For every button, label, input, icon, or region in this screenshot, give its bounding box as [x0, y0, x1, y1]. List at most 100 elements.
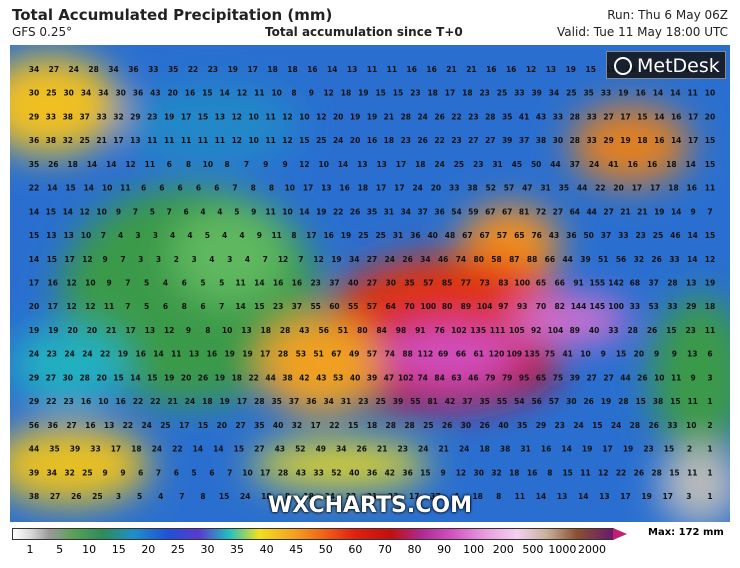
grid-value: 10	[248, 136, 258, 145]
grid-value: 50	[583, 231, 593, 240]
grid-value: 6	[182, 279, 187, 288]
grid-value: 15	[299, 136, 309, 145]
grid-value: 20	[96, 373, 106, 382]
grid-value: 27	[49, 65, 59, 74]
grid-value: 22	[172, 445, 182, 454]
grid-value: 91	[415, 326, 425, 335]
grid-value: 38	[46, 136, 56, 145]
grid-value: 13	[376, 160, 386, 169]
grid-value: 22	[434, 136, 444, 145]
grid-value: 9	[654, 350, 659, 359]
grid-value: 12	[125, 160, 135, 169]
grid-value: 17	[179, 421, 189, 430]
grid-value: 8	[200, 492, 205, 501]
grid-value: 18	[462, 89, 472, 98]
grid-value: 15	[348, 421, 358, 430]
grid-value: 32	[113, 112, 123, 121]
grid-value: 52	[331, 468, 341, 477]
grid-value: 39	[570, 373, 580, 382]
grid-value: 7	[156, 468, 161, 477]
grid-value: 22	[46, 397, 56, 406]
grid-value: 1	[707, 445, 712, 454]
grid-value: 27	[603, 373, 613, 382]
grid-value: 7	[125, 302, 130, 311]
grid-value: 19	[331, 255, 341, 264]
grid-value: 22	[100, 350, 110, 359]
grid-value: 9	[672, 350, 677, 359]
grid-value: 18	[415, 160, 425, 169]
grid-value: 12	[66, 302, 76, 311]
grid-value: 25	[79, 136, 89, 145]
grid-value: 31	[520, 445, 530, 454]
grid-value: 23	[479, 89, 489, 98]
grid-value: 15	[254, 302, 264, 311]
grid-value: 26	[357, 445, 367, 454]
grid-value: 104	[548, 326, 564, 335]
grid-value: 36	[434, 207, 444, 216]
grid-value: 39	[531, 89, 541, 98]
grid-value: 42	[385, 468, 395, 477]
grid-value: 28	[570, 112, 580, 121]
grid-value: 37	[601, 231, 611, 240]
grid-value: 32	[491, 468, 501, 477]
grid-value: 19	[620, 136, 630, 145]
grid-value: 53	[296, 350, 306, 359]
grid-value: 9	[441, 468, 446, 477]
grid-value: 7	[101, 231, 106, 240]
colorbar-label: 5	[56, 543, 64, 556]
grid-value: 19	[623, 445, 633, 454]
grid-value: 15	[592, 421, 602, 430]
colorbar-label: 30	[200, 543, 215, 556]
grid-value: 37	[648, 279, 658, 288]
grid-value: 64	[570, 207, 580, 216]
grid-value: 46	[438, 255, 448, 264]
grid-value: 44	[550, 160, 560, 169]
grid-value: 3	[686, 492, 691, 501]
grid-value: 30	[566, 397, 576, 406]
grid-value: 12	[313, 255, 323, 264]
grid-value: 38	[536, 136, 546, 145]
grid-value: 19	[228, 65, 238, 74]
grid-value: 16	[628, 160, 638, 169]
grid-value: 35	[479, 397, 489, 406]
grid-value: 35	[517, 421, 527, 430]
grid-value: 31	[367, 492, 377, 501]
grid-value: 13	[599, 492, 609, 501]
grid-value: 55	[348, 302, 358, 311]
grid-value: 14	[327, 65, 337, 74]
grid-value: 16	[115, 397, 125, 406]
grid-value: 28	[254, 397, 264, 406]
grid-value: 55	[410, 397, 420, 406]
grid-value: 14	[536, 492, 546, 501]
grid-value: 18	[303, 492, 313, 501]
grid-value: 100	[514, 279, 530, 288]
grid-value: 33	[586, 112, 596, 121]
grid-value: 4	[209, 255, 214, 264]
grid-value: 2	[707, 421, 712, 430]
grid-value: 9	[601, 350, 606, 359]
grid-value: 20	[29, 302, 39, 311]
grid-value: 22	[616, 468, 626, 477]
grid-value: 19	[566, 65, 576, 74]
grid-value: 15	[65, 184, 75, 193]
grid-value: 17	[29, 279, 39, 288]
grid-value: 15	[616, 350, 626, 359]
logo: MetDesk	[606, 51, 726, 79]
grid-value: 89	[570, 326, 580, 335]
grid-value: 23	[473, 160, 483, 169]
grid-value: 13	[215, 112, 225, 121]
grid-value: 23	[643, 445, 653, 454]
grid-value: 102	[398, 373, 414, 382]
grid-value: 12	[237, 89, 247, 98]
grid-value: 46	[670, 231, 680, 240]
grid-value: 53	[648, 302, 658, 311]
grid-value: 64	[386, 302, 396, 311]
grid-value: 16	[506, 65, 516, 74]
grid-value: 22	[133, 397, 143, 406]
grid-value: 91	[573, 279, 583, 288]
grid-value: 11	[687, 397, 697, 406]
grid-value: 35	[49, 445, 59, 454]
grid-value: 8	[186, 160, 191, 169]
grid-value: 43	[299, 326, 309, 335]
grid-value: 36	[566, 231, 576, 240]
